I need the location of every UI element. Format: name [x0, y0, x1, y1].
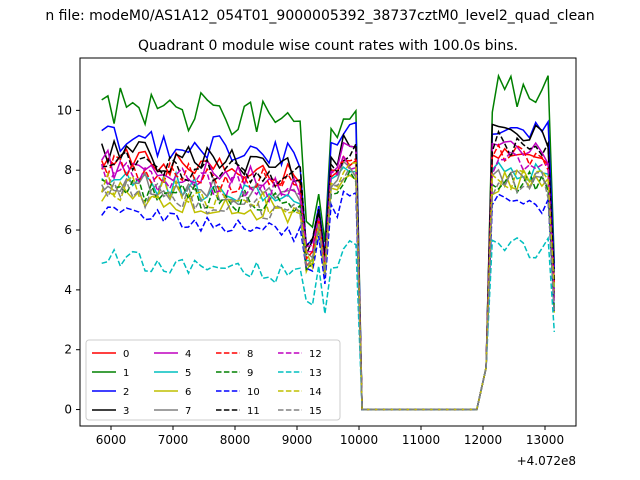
y-tick-label: 2: [64, 343, 72, 357]
axes-frame: [79, 57, 577, 427]
legend-label-13: 13: [309, 368, 322, 379]
x-axis: 6000 7000 8000 9000 10000 11000 12000 13000: [96, 426, 564, 447]
y-tick-label: 4: [64, 283, 72, 297]
x-tick-label: 10000: [340, 433, 378, 447]
x-tick-label: 11000: [402, 433, 440, 447]
series-line-15: [101, 165, 556, 411]
legend-label-9: 9: [247, 368, 253, 379]
legend-label-3: 3: [123, 406, 129, 417]
legend-label-7: 7: [185, 406, 191, 417]
chart-title: Quadrant 0 module wise count rates with …: [138, 38, 518, 54]
y-tick-label: 10: [57, 103, 72, 117]
legend-label-12: 12: [309, 349, 322, 360]
y-tick-label: 8: [64, 163, 72, 177]
figure-suptitle: n file: modeM0/AS1A12_054T01_9000005392_…: [45, 8, 594, 24]
legend-label-11: 11: [247, 406, 260, 417]
x-tick-label: 8000: [220, 433, 251, 447]
legend-box: [85, 339, 341, 421]
x-tick-label: 13000: [526, 433, 564, 447]
legend-label-6: 6: [185, 387, 191, 398]
plot-area: 6000 7000 8000 9000 10000 11000 12000 13000 0 2 4…: [57, 57, 577, 447]
legend-label-2: 2: [123, 387, 129, 398]
series-layer: [100, 73, 556, 411]
x-tick-label: 12000: [464, 433, 502, 447]
y-axis: 0 2 4 6 8 10: [57, 103, 80, 417]
x-tick-label: 7000: [158, 433, 189, 447]
x-axis-offset-label: +4.072e8: [517, 454, 576, 468]
legend-label-10: 10: [247, 387, 260, 398]
legend-label-14: 14: [309, 387, 322, 398]
y-tick-label: 6: [64, 223, 72, 237]
x-tick-label: 9000: [282, 433, 313, 447]
legend-label-5: 5: [185, 368, 191, 379]
legend-label-1: 1: [123, 368, 129, 379]
x-tick-label: 6000: [96, 433, 127, 447]
legend-label-8: 8: [247, 349, 253, 360]
y-tick-label: 0: [64, 403, 72, 417]
legend-label-0: 0: [123, 349, 129, 360]
legend-label-15: 15: [309, 406, 322, 417]
legend-label-4: 4: [185, 349, 191, 360]
